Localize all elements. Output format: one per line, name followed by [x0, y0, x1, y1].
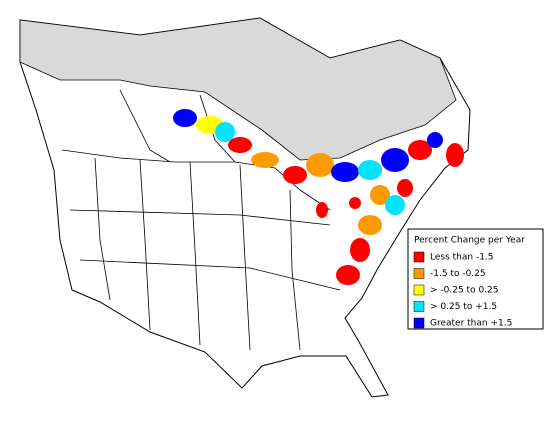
patch: [370, 185, 390, 205]
borders: [61, 89, 341, 351]
legend-swatch: [413, 301, 425, 312]
patch: [228, 137, 252, 153]
legend-label: Less than -1.5: [430, 253, 494, 263]
border-line: [289, 189, 301, 351]
border-line: [189, 161, 201, 346]
patch: [306, 153, 334, 177]
legend-swatch: [413, 268, 425, 279]
legend-label: > -0.25 to 0.25: [430, 286, 498, 296]
border-line: [199, 94, 236, 163]
patch: [358, 160, 382, 180]
patch: [251, 152, 279, 168]
border-line: [79, 259, 341, 291]
patch: [408, 140, 432, 160]
unsurveyed-region: [19, 17, 457, 161]
patch: [173, 109, 197, 127]
patch: [215, 122, 235, 142]
patch: [427, 132, 443, 148]
patch: [385, 195, 405, 215]
patch: [358, 215, 382, 235]
patch: [397, 179, 413, 197]
patch: [350, 238, 370, 262]
border-line: [69, 209, 331, 226]
legend-box: [407, 228, 544, 330]
legend-swatch: [413, 284, 425, 296]
border-line: [94, 157, 111, 301]
legend-title: Percent Change per Year: [414, 236, 525, 246]
trend-patches: [173, 109, 464, 285]
patch: [316, 202, 328, 218]
legend-label: > 0.25 to +1.5: [430, 302, 497, 312]
patch: [446, 143, 464, 167]
border-line: [139, 159, 151, 331]
patch: [331, 162, 359, 182]
legend-label: -1.5 to -0.25: [430, 269, 486, 279]
patch: [349, 197, 361, 209]
legend: Percent Change per Year Less than -1.5 -1…: [407, 228, 544, 330]
patch: [283, 166, 307, 184]
patch: [381, 148, 409, 172]
legend-label: Greater than +1.5: [430, 319, 512, 329]
legend-swatch: [413, 317, 425, 329]
border-line: [239, 164, 251, 351]
patch: [336, 265, 360, 285]
border-line: [119, 89, 171, 163]
legend-swatch: [413, 251, 425, 263]
